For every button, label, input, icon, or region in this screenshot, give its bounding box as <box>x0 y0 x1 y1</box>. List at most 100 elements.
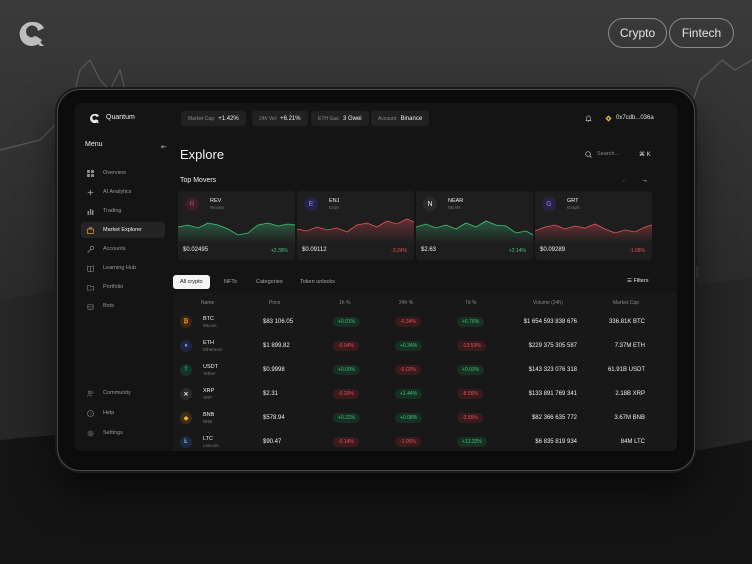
row-change-7d: +0.03% <box>457 365 485 375</box>
tag-crypto[interactable]: Crypto <box>608 18 667 48</box>
row-volume: $133 891 769 341 <box>528 391 577 397</box>
bot-icon <box>87 303 94 310</box>
column-header[interactable]: Name <box>201 300 215 306</box>
sidebar-item-market-explorer[interactable]: Market Explorer <box>81 222 165 238</box>
tab-nfts[interactable]: NFTs <box>224 279 237 285</box>
sidebar-item-portfolio[interactable]: Portfolio <box>75 279 167 295</box>
app-logo-icon <box>90 113 100 124</box>
tag-fintech[interactable]: Fintech <box>669 18 734 48</box>
mover-name: Revain <box>210 205 225 210</box>
stat-value: Binance <box>400 115 423 122</box>
litecoin-icon: Ł <box>180 436 192 448</box>
row-price: $2.31 <box>263 391 279 397</box>
filters-label: Filters <box>633 278 649 284</box>
row-market-cap: 2.18B XRP <box>615 391 645 397</box>
search-icon[interactable] <box>585 151 592 158</box>
stat-label: Market Cap: <box>188 115 216 122</box>
row-market-cap: 7.37M ETH <box>614 343 645 349</box>
bell-icon[interactable] <box>585 115 592 122</box>
row-change-1h: +0.00% <box>333 365 361 375</box>
row-change-24h: -0.34% <box>395 317 421 327</box>
sidebar-item-learning-hub[interactable]: Learning Hub <box>75 260 167 276</box>
search-input[interactable]: Search... <box>597 151 620 157</box>
row-price: $578.94 <box>263 415 285 421</box>
prev-arrow-icon[interactable]: ← <box>621 177 628 184</box>
column-header[interactable]: 1h % <box>339 300 351 306</box>
column-header[interactable]: 24h % <box>399 300 414 306</box>
row-price: $90.47 <box>263 439 282 445</box>
table-row[interactable]: ◆ BNB BNB $578.94 +0.22% +0.08% -3.55% $… <box>173 407 677 430</box>
sidebar-item-label: Portfolio <box>103 284 124 290</box>
mover-sparkline <box>535 223 652 243</box>
row-market-cap: 3.67M BNB <box>614 415 645 421</box>
row-change-24h: -0.02% <box>395 365 421 375</box>
column-header[interactable]: Market Cap <box>613 300 639 306</box>
stat-label: 24h Vol: <box>259 115 278 122</box>
row-change-7d: -8.56% <box>457 389 483 399</box>
quantum-logo <box>19 21 44 46</box>
row-volume: $229 375 305 587 <box>528 343 577 349</box>
mover-change: +2.14% <box>508 248 526 254</box>
sidebar-item-overview[interactable]: Overview <box>75 165 167 181</box>
table-row[interactable]: ♦ ETH Ethereum $1 899.82 -0.04% +0.34% -… <box>173 335 677 358</box>
row-name: XRP <box>203 395 213 400</box>
tether-icon: T <box>180 364 192 376</box>
page-title: Explore <box>180 147 225 162</box>
mover-price: $2.63 <box>421 247 437 253</box>
stat-account[interactable]: Account: Binance <box>371 111 430 126</box>
mover-price: $0.09112 <box>302 247 327 253</box>
xrp-icon: ✕ <box>180 388 192 400</box>
sidebar-item-community[interactable]: Community <box>75 385 167 401</box>
mover-symbol: GRT <box>567 198 579 204</box>
row-price: $83 106.05 <box>263 319 294 325</box>
sidebar-item-label: Market Explorer <box>103 227 142 233</box>
tablet-side-button <box>696 266 699 278</box>
tab-categories[interactable]: Categories <box>256 279 283 285</box>
stat-eth-gas: ETH Gas: 3 Gwei <box>311 111 369 126</box>
row-market-cap: 336.81K BTC <box>608 319 645 325</box>
column-header[interactable]: Price <box>269 300 281 306</box>
row-change-7d: -13.53% <box>457 341 486 351</box>
row-change-1h: -0.04% <box>333 341 359 351</box>
row-change-24h: +0.08% <box>395 413 423 423</box>
mover-change: -1.68% <box>629 248 645 254</box>
row-change-1h: -0.14% <box>333 437 359 447</box>
filters-button[interactable]: ☰ Filters <box>627 278 648 284</box>
sidebar-item-settings[interactable]: Settings <box>75 425 167 441</box>
filters-icon: ☰ <box>627 278 632 284</box>
row-change-1h: +0.22% <box>333 413 361 423</box>
app-screen: Quantum Market Cap: +1.42% 24h Vol: +6.21%… <box>75 103 677 451</box>
mover-card[interactable]: R REV Revain $0.02495 +2.38% <box>178 191 295 260</box>
tab-token-unlocks[interactable]: Token unlocks <box>300 279 335 285</box>
tab-all-crypto[interactable]: All crypto <box>173 275 210 289</box>
row-name: Bitcoin <box>203 323 217 328</box>
sidebar-item-label: Community <box>103 390 131 396</box>
sidebar-item-trading[interactable]: Trading <box>75 203 167 219</box>
mover-sparkline <box>297 218 414 243</box>
table-row[interactable]: Ł LTC Litecoin $90.47 -0.14% -1.05% +13.… <box>173 431 677 451</box>
row-price: $1 899.82 <box>263 343 290 349</box>
next-arrow-icon[interactable]: → <box>641 177 648 184</box>
mover-name: Enjin <box>329 205 340 210</box>
collapse-sidebar-icon[interactable]: ⇤ <box>161 144 167 151</box>
table-row[interactable]: T USDT Tether $0.9998 +0.00% -0.02% +0.0… <box>173 359 677 382</box>
stat-24h-vol: 24h Vol: +6.21% <box>252 111 308 126</box>
row-change-7d: -3.55% <box>457 413 483 423</box>
mover-card[interactable]: E ENJ Enjin $0.09112 -3.24% <box>297 191 414 260</box>
grid-icon <box>87 169 94 177</box>
main-content: Explore Search... ⌘ K Top Movers ← → R R… <box>173 133 677 451</box>
sidebar-item-help[interactable]: ? Help <box>75 405 167 421</box>
sidebar-item-ai-analytics[interactable]: AI Analytics <box>75 184 167 200</box>
mover-card[interactable]: G GRT Graph $0.09289 -1.68% <box>535 191 652 260</box>
account-address[interactable]: 0x7cdb...036a <box>616 115 654 121</box>
sidebar-item-bots[interactable]: Bots <box>75 298 167 314</box>
stat-value: +6.21% <box>280 115 301 122</box>
column-header[interactable]: 7d % <box>465 300 477 306</box>
mover-name: Graph <box>567 205 580 210</box>
column-header[interactable]: Volume (24h) <box>533 300 563 306</box>
sidebar-item-accounts[interactable]: Accounts <box>75 241 167 257</box>
briefcase-icon <box>87 226 94 234</box>
table-row[interactable]: ₿ BTC Bitcoin $83 106.05 +0.01% -0.34% +… <box>173 311 677 334</box>
table-row[interactable]: ✕ XRP XRP $2.31 -0.20% +1.44% -8.56% $13… <box>173 383 677 406</box>
mover-card[interactable]: N NEAR NEAR $2.63 +2.14% <box>416 191 533 260</box>
